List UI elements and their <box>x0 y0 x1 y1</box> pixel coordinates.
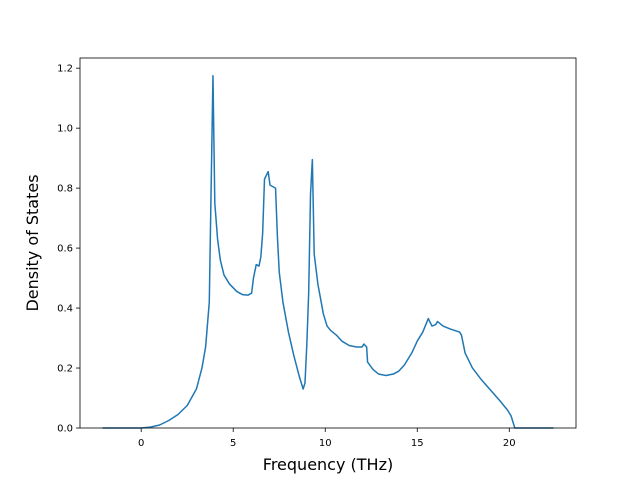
x-tick-label: 15 <box>411 438 424 449</box>
x-tick-label: 20 <box>503 438 516 449</box>
y-tick-label: 0.8 <box>57 184 73 195</box>
y-tick-label: 0.6 <box>57 244 73 255</box>
line-series <box>102 74 554 429</box>
y-tick-label: 0.4 <box>57 304 73 315</box>
plot-frame <box>79 57 577 429</box>
x-tick-label: 0 <box>138 438 144 449</box>
y-axis-label: Density of States <box>23 174 42 311</box>
y-tick-label: 0.2 <box>57 364 73 375</box>
x-tick-label: 5 <box>230 438 236 449</box>
y-tick-label: 1.0 <box>57 124 73 135</box>
x-tick-label: 10 <box>319 438 332 449</box>
y-tick-label: 1.2 <box>57 64 73 75</box>
x-axis-label: Frequency (THz) <box>263 455 393 474</box>
y-tick-label: 0.0 <box>57 424 73 435</box>
